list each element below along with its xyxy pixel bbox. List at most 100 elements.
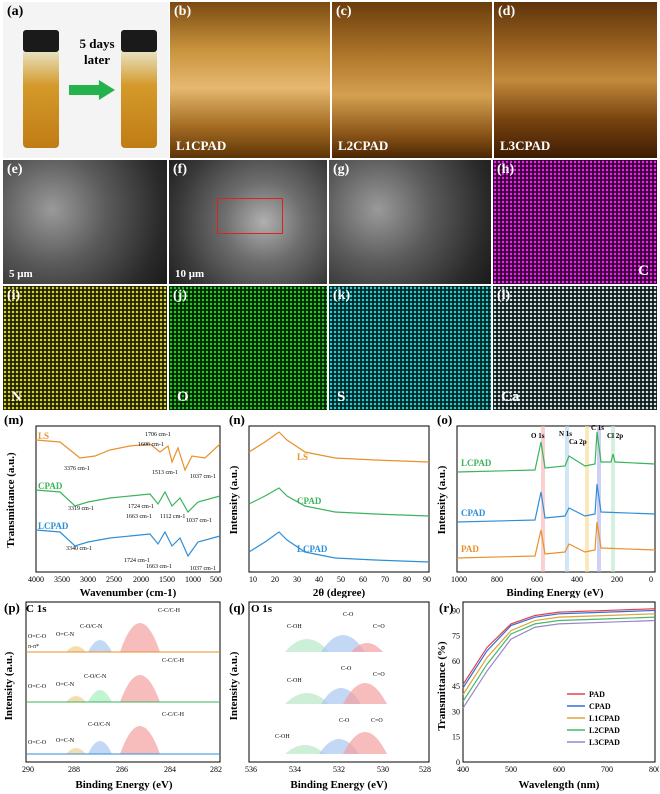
svg-text:1037 cm-1: 1037 cm-1 bbox=[190, 566, 216, 572]
chart-m-ftir: (m) LS CPAD LCPAD 3376 cm-1 1706 cm-1 16… bbox=[4, 412, 222, 598]
x-tick-label: 800 bbox=[649, 765, 659, 774]
element-label: Ca bbox=[501, 389, 520, 405]
chart-p-c1s: (p) C 1s O=C-O O=C-N C-O/C-N C-C/C-H π-π… bbox=[3, 600, 222, 791]
svg-text:288: 288 bbox=[68, 765, 80, 774]
y-tick-label: 90 bbox=[452, 606, 460, 615]
spectrum-2 bbox=[285, 683, 387, 704]
svg-text:C 1s: C 1s bbox=[591, 424, 604, 432]
chart-q-o1s: (q) O 1s C-OH C-O C=O C-OH C-O C=O C-OH … bbox=[228, 600, 431, 791]
svg-text:286: 286 bbox=[116, 765, 128, 774]
svg-text:600: 600 bbox=[531, 575, 543, 584]
panel-label: (p) bbox=[4, 600, 20, 615]
map-i: (i) N bbox=[3, 286, 167, 410]
svg-text:O 1s: O 1s bbox=[531, 432, 545, 440]
vial-right bbox=[121, 30, 157, 148]
svg-text:C=O: C=O bbox=[373, 672, 385, 678]
panel-label: (a) bbox=[7, 4, 24, 19]
svg-text:2000: 2000 bbox=[133, 575, 149, 584]
afm-b: (b) L1CPAD bbox=[170, 2, 330, 158]
zoom-box bbox=[217, 198, 283, 234]
chart-o-xps: (o) LCPAD CPAD PAD O 1s N 1s Ca 2p C 1s … bbox=[436, 412, 656, 598]
panel-label: (i) bbox=[7, 288, 21, 303]
svg-text:80: 80 bbox=[403, 575, 411, 584]
x-axis-label: Wavenumber (cm-1) bbox=[80, 587, 177, 598]
svg-text:10: 10 bbox=[249, 575, 257, 584]
series-LS bbox=[248, 431, 430, 463]
map-h: (h) C bbox=[493, 160, 657, 284]
svg-text:1606 cm-1: 1606 cm-1 bbox=[138, 442, 164, 448]
series-PAD bbox=[456, 521, 656, 559]
svg-text:C-O: C-O bbox=[339, 718, 350, 724]
series-L3CPAD bbox=[462, 619, 656, 709]
svg-text:4000: 4000 bbox=[28, 575, 44, 584]
legend-LS: LS bbox=[38, 431, 49, 441]
svg-text:20: 20 bbox=[271, 575, 279, 584]
element-label: O bbox=[177, 389, 189, 405]
panel-label: (k) bbox=[333, 288, 351, 303]
y-axis-label: Transmittance (a.u.) bbox=[5, 452, 17, 548]
arrow bbox=[69, 80, 115, 100]
svg-text:1000: 1000 bbox=[451, 575, 467, 584]
svg-text:3000: 3000 bbox=[80, 575, 96, 584]
svg-text:1500: 1500 bbox=[159, 575, 175, 584]
series-PAD bbox=[462, 608, 656, 685]
map-l: (l) Ca bbox=[493, 286, 657, 410]
svg-text:C=O: C=O bbox=[373, 624, 385, 630]
panel-label: (c) bbox=[336, 4, 352, 19]
chart-title: C 1s bbox=[26, 603, 47, 615]
legend-CPAD: CPAD bbox=[589, 702, 611, 711]
svg-text:π-π*: π-π* bbox=[28, 644, 39, 650]
y-axis-label: Intensity (a.u.) bbox=[228, 465, 240, 534]
x-axis-label: Wavelength (nm) bbox=[519, 779, 600, 791]
panel-label: (o) bbox=[437, 412, 452, 427]
svg-text:1000: 1000 bbox=[185, 575, 201, 584]
svg-text:3500: 3500 bbox=[54, 575, 70, 584]
y-axis-label: Intensity (a.u.) bbox=[3, 651, 15, 720]
panel-label: (m) bbox=[4, 412, 24, 427]
y-axis-label: Intensity (a.u.) bbox=[436, 465, 448, 534]
svg-text:60: 60 bbox=[359, 575, 367, 584]
series-CPAD bbox=[456, 483, 656, 523]
y-tick-label: 75 bbox=[452, 632, 460, 641]
svg-text:200: 200 bbox=[611, 575, 623, 584]
svg-text:1724 cm-1: 1724 cm-1 bbox=[128, 504, 154, 510]
svg-text:C-C/C-H: C-C/C-H bbox=[162, 712, 185, 718]
svg-text:1663 cm-1: 1663 cm-1 bbox=[146, 564, 172, 570]
chart-n-xrd: (n) LS CPAD LCPAD 10 20 30 40 50 60 70 8… bbox=[228, 412, 431, 598]
panel-label: (d) bbox=[498, 4, 516, 19]
panel-label: (e) bbox=[7, 162, 23, 177]
y-tick-label: 15 bbox=[452, 733, 460, 742]
vial-left bbox=[23, 30, 59, 148]
svg-text:530: 530 bbox=[377, 765, 389, 774]
svg-text:2500: 2500 bbox=[106, 575, 122, 584]
series-CPAD bbox=[248, 487, 430, 517]
spectrum-3 bbox=[26, 726, 220, 755]
x-axis-label: Binding Energy (eV) bbox=[290, 779, 388, 791]
panel-label: (b) bbox=[174, 4, 192, 19]
y-tick-label: 30 bbox=[452, 707, 460, 716]
svg-text:284: 284 bbox=[164, 765, 176, 774]
sem-f: (f) 10 μm bbox=[169, 160, 327, 284]
series-L1CPAD bbox=[462, 613, 656, 695]
svg-text:534: 534 bbox=[289, 765, 301, 774]
svg-text:282: 282 bbox=[210, 765, 222, 774]
svg-text:1112 cm-1: 1112 cm-1 bbox=[160, 514, 185, 520]
svg-text:1037 cm-1: 1037 cm-1 bbox=[190, 474, 216, 480]
legend-LCPAD: LCPAD bbox=[297, 544, 328, 554]
svg-text:Ca 2p: Ca 2p bbox=[569, 438, 587, 446]
scale-bar: 5 μm bbox=[9, 268, 33, 280]
panel-label: (f) bbox=[173, 162, 187, 177]
y-axis-label: Intensity (a.u.) bbox=[228, 651, 240, 720]
series-LCPAD bbox=[35, 529, 221, 558]
scale-bar: 10 μm bbox=[175, 268, 205, 280]
svg-text:0: 0 bbox=[649, 575, 653, 584]
svg-text:C-O/C-N: C-O/C-N bbox=[88, 722, 111, 728]
spectrum-1 bbox=[285, 635, 383, 652]
svg-text:90: 90 bbox=[423, 575, 431, 584]
legend-CPAD: CPAD bbox=[38, 481, 63, 491]
legend-LS: LS bbox=[297, 452, 308, 462]
svg-text:C-C/C-H: C-C/C-H bbox=[158, 608, 181, 614]
svg-text:528: 528 bbox=[419, 765, 431, 774]
legend-L3CPAD: L3CPAD bbox=[589, 738, 620, 747]
svg-text:C-O: C-O bbox=[341, 666, 352, 672]
